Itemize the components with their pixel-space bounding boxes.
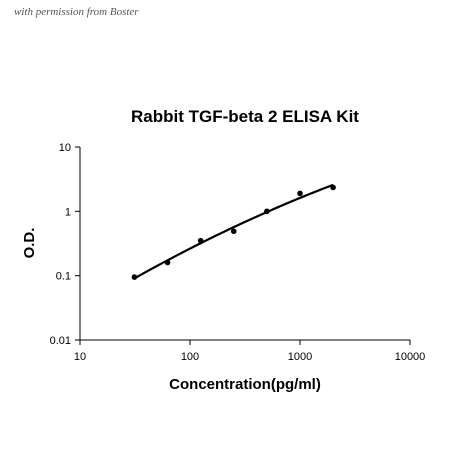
data-point bbox=[164, 259, 171, 266]
x-axis-label: Concentration(pg/ml) bbox=[169, 376, 321, 393]
y-tick-label: 0.1 bbox=[56, 271, 71, 283]
axes bbox=[79, 147, 410, 341]
y-tick-label: 10 bbox=[59, 142, 71, 154]
y-tick-label: 0.01 bbox=[50, 335, 71, 347]
data-point bbox=[197, 237, 204, 244]
x-tick-label: 10 bbox=[74, 351, 86, 363]
data-point bbox=[330, 184, 336, 191]
watermark-text: with permission from Boster bbox=[14, 6, 139, 18]
chart-title: Rabbit TGF-beta 2 ELISA Kit bbox=[131, 107, 359, 126]
data-point bbox=[297, 190, 303, 197]
x-tick-label: 1000 bbox=[288, 351, 312, 363]
ticks: 10 100 1000 10000 0.01 0.1 1 10 bbox=[50, 142, 426, 363]
x-tick-label: 10000 bbox=[395, 351, 426, 363]
data-point bbox=[131, 274, 138, 280]
data-point bbox=[264, 208, 270, 215]
y-tick-label: 1 bbox=[65, 206, 71, 218]
plot-area bbox=[131, 183, 336, 280]
x-tick-label: 100 bbox=[181, 351, 199, 363]
data-point bbox=[230, 228, 237, 235]
y-axis-label: O.D. bbox=[21, 228, 38, 259]
